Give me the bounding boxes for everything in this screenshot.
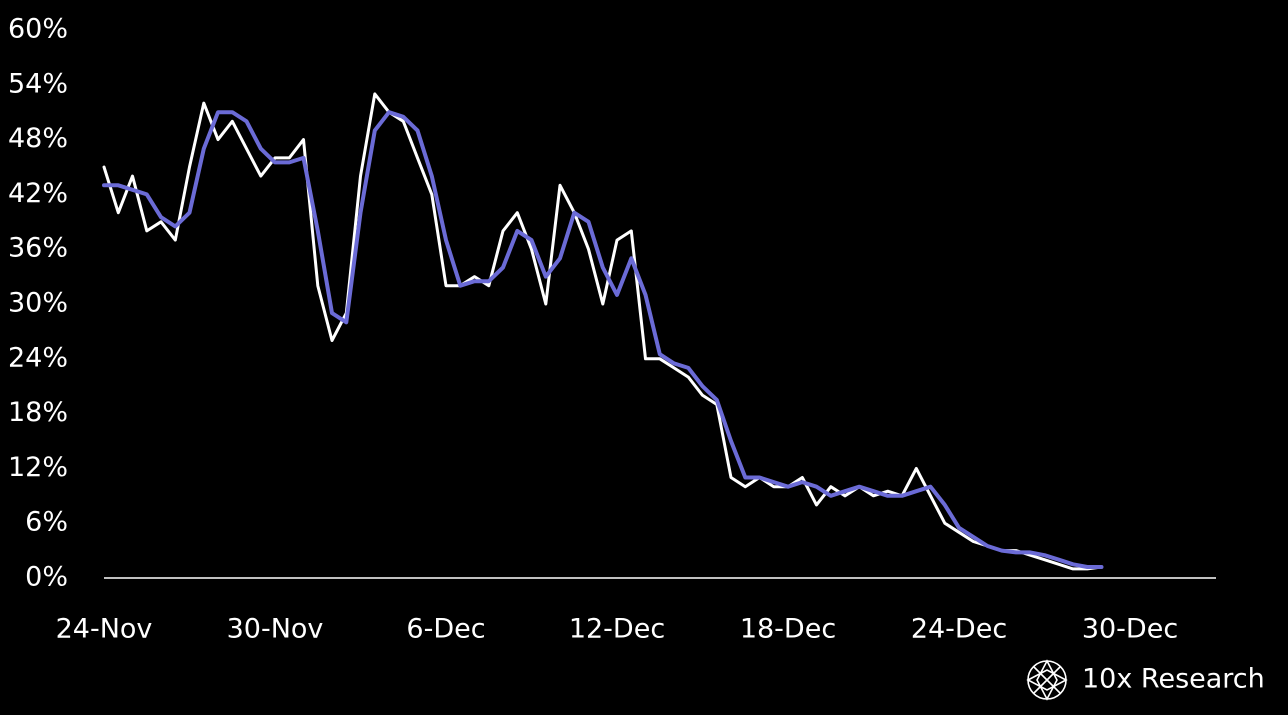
- x-tick-label: 30-Nov: [227, 614, 324, 645]
- x-tick-label: 24-Nov: [56, 614, 153, 645]
- y-tick-label: 30%: [8, 288, 68, 319]
- x-tick-label: 24-Dec: [911, 614, 1007, 645]
- x-tick-label: 6-Dec: [406, 614, 485, 645]
- y-tick-label: 18%: [8, 397, 68, 428]
- y-tick-label: 6%: [25, 507, 68, 538]
- x-tick-label: 18-Dec: [740, 614, 836, 645]
- y-tick-label: 48%: [8, 123, 68, 154]
- brand-name: 10x Research: [1082, 664, 1265, 695]
- y-tick-label: 54%: [8, 68, 68, 99]
- y-tick-label: 12%: [8, 452, 68, 483]
- y-tick-label: 24%: [8, 342, 68, 373]
- x-tick-label: 12-Dec: [569, 614, 665, 645]
- brand-logo: [1026, 659, 1068, 701]
- series-line: [102, 92, 1103, 571]
- y-tick-label: 60%: [8, 14, 68, 45]
- series-line: [102, 110, 1104, 569]
- x-tick-label: 30-Dec: [1082, 614, 1178, 645]
- y-tick-label: 36%: [8, 233, 68, 264]
- y-tick-label: 42%: [8, 178, 68, 209]
- y-tick-label: 0%: [25, 562, 68, 593]
